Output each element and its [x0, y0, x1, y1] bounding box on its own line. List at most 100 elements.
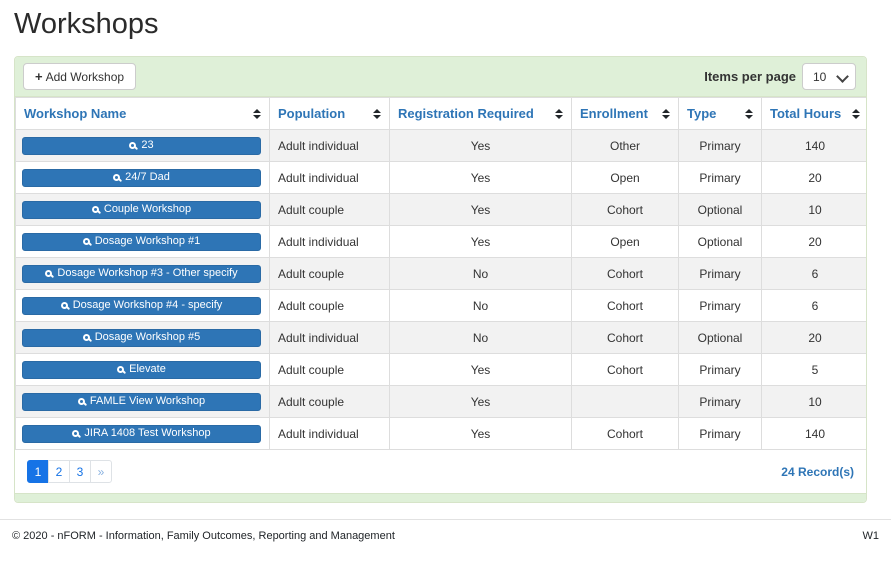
- population-cell: Adult individual: [269, 161, 390, 194]
- registration-required-cell: Yes: [389, 353, 572, 386]
- pagination: 1 2 3 »: [27, 460, 112, 483]
- magnifier-icon: [129, 142, 137, 149]
- registration-required-cell: Yes: [389, 193, 572, 226]
- workshop-name-label: Couple Workshop: [103, 203, 192, 215]
- workshop-name-cell: Dosage Workshop #3 - Other specify: [15, 257, 270, 290]
- column-header-enrollment[interactable]: Enrollment: [571, 97, 679, 130]
- workshop-name-cell: Dosage Workshop #4 - specify: [15, 289, 270, 322]
- footer-version: W1: [862, 530, 880, 542]
- type-cell: Primary: [678, 257, 762, 290]
- column-header-registration-required[interactable]: Registration Required: [389, 97, 572, 130]
- type-cell: Primary: [678, 417, 762, 450]
- items-per-page-select[interactable]: 10: [802, 63, 856, 90]
- population-cell: Adult individual: [269, 225, 390, 258]
- population-cell: Adult couple: [269, 353, 390, 386]
- enrollment-cell: Open: [571, 225, 679, 258]
- pagination-next-button[interactable]: »: [90, 460, 112, 483]
- workshop-link-button[interactable]: JIRA 1408 Test Workshop: [22, 424, 261, 443]
- sort-icon: [745, 109, 753, 119]
- workshop-link-button[interactable]: Dosage Workshop #5: [22, 328, 261, 347]
- type-cell: Primary: [678, 385, 762, 418]
- total-hours-cell: 10: [761, 385, 866, 418]
- table-header-row: Workshop Name Population Registration Re…: [15, 97, 866, 130]
- column-header-type[interactable]: Type: [678, 97, 762, 130]
- pagination-page-1[interactable]: 1: [27, 460, 49, 483]
- table-row: 23 Adult individual Yes Other Primary 140: [15, 129, 866, 162]
- total-hours-cell: 6: [761, 289, 866, 322]
- panel-bottom-bar: 1 2 3 » 24 Record(s): [15, 450, 866, 493]
- pagination-page-2[interactable]: 2: [48, 460, 70, 483]
- sort-icon: [662, 109, 670, 119]
- total-hours-cell: 140: [761, 129, 866, 162]
- column-header-population[interactable]: Population: [269, 97, 390, 130]
- workshop-name-label: Dosage Workshop #1: [94, 235, 201, 247]
- magnifier-icon: [45, 270, 53, 277]
- workshop-name-label: Dosage Workshop #4 - specify: [72, 299, 223, 311]
- column-label: Total Hours: [770, 106, 842, 121]
- table-row: 24/7 Dad Adult individual Yes Open Primary 20: [15, 161, 866, 194]
- workshop-link-button[interactable]: Dosage Workshop #3 - Other specify: [22, 264, 261, 283]
- magnifier-icon: [113, 174, 121, 181]
- column-label: Type: [687, 106, 717, 121]
- pagination-page-3[interactable]: 3: [69, 460, 91, 483]
- registration-required-cell: Yes: [389, 385, 572, 418]
- sort-icon: [373, 109, 381, 119]
- workshop-name-cell: Dosage Workshop #5: [15, 321, 270, 354]
- registration-required-cell: Yes: [389, 161, 572, 194]
- table-row: Dosage Workshop #1 Adult individual Yes Ope…: [15, 225, 866, 258]
- registration-required-cell: No: [389, 289, 572, 322]
- workshop-name-label: Dosage Workshop #3 - Other specify: [57, 267, 238, 279]
- workshop-name-label: JIRA 1408 Test Workshop: [84, 427, 211, 439]
- column-label: Population: [278, 106, 346, 121]
- workshop-link-button[interactable]: FAMLE View Workshop: [22, 392, 261, 411]
- workshop-name-label: Dosage Workshop #5: [94, 331, 201, 343]
- total-hours-cell: 20: [761, 161, 866, 194]
- workshop-name-cell: FAMLE View Workshop: [15, 385, 270, 418]
- magnifier-icon: [77, 398, 85, 405]
- footer-divider: [0, 519, 891, 520]
- add-workshop-button[interactable]: + Add Workshop: [23, 63, 137, 90]
- workshop-link-button[interactable]: Elevate: [22, 360, 261, 379]
- workshop-link-button[interactable]: 23: [22, 136, 261, 155]
- enrollment-cell: Cohort: [571, 193, 679, 226]
- workshop-name-cell: 24/7 Dad: [15, 161, 270, 194]
- workshop-name-cell: JIRA 1408 Test Workshop: [15, 417, 270, 450]
- table-row: Couple Workshop Adult couple Yes Cohort Opti…: [15, 193, 866, 226]
- workshop-link-button[interactable]: Couple Workshop: [22, 200, 261, 219]
- enrollment-cell: Cohort: [571, 321, 679, 354]
- table-row: FAMLE View Workshop Adult couple Yes Primar…: [15, 385, 866, 418]
- enrollment-cell: Open: [571, 161, 679, 194]
- population-cell: Adult individual: [269, 129, 390, 162]
- workshop-link-button[interactable]: 24/7 Dad: [22, 168, 261, 187]
- items-per-page-select-wrap: 10: [802, 63, 856, 90]
- footer-copyright: © 2020 - nFORM - Information, Family Out…: [12, 530, 395, 542]
- population-cell: Adult individual: [269, 417, 390, 450]
- type-cell: Primary: [678, 129, 762, 162]
- enrollment-cell: Cohort: [571, 417, 679, 450]
- magnifier-icon: [60, 302, 68, 309]
- total-hours-cell: 10: [761, 193, 866, 226]
- workshop-name-label: 23: [141, 139, 154, 151]
- registration-required-cell: Yes: [389, 225, 572, 258]
- magnifier-icon: [72, 430, 80, 437]
- total-hours-cell: 20: [761, 225, 866, 258]
- workshop-name-label: Elevate: [129, 363, 166, 375]
- registration-required-cell: Yes: [389, 129, 572, 162]
- workshop-name-cell: Couple Workshop: [15, 193, 270, 226]
- column-header-total-hours[interactable]: Total Hours: [761, 97, 866, 130]
- workshop-link-button[interactable]: Dosage Workshop #1: [22, 232, 261, 251]
- magnifier-icon: [82, 238, 90, 245]
- type-cell: Optional: [678, 193, 762, 226]
- workshop-link-button[interactable]: Dosage Workshop #4 - specify: [22, 296, 261, 315]
- page-title: Workshops: [14, 8, 159, 40]
- registration-required-cell: No: [389, 321, 572, 354]
- sort-icon: [852, 109, 860, 119]
- table-row: Dosage Workshop #3 - Other specify Adult …: [15, 257, 866, 290]
- type-cell: Optional: [678, 321, 762, 354]
- enrollment-cell: [571, 385, 679, 418]
- column-label: Enrollment: [580, 106, 648, 121]
- column-label: Workshop Name: [24, 106, 127, 121]
- column-header-workshop-name[interactable]: Workshop Name: [15, 97, 270, 130]
- enrollment-cell: Cohort: [571, 353, 679, 386]
- population-cell: Adult couple: [269, 257, 390, 290]
